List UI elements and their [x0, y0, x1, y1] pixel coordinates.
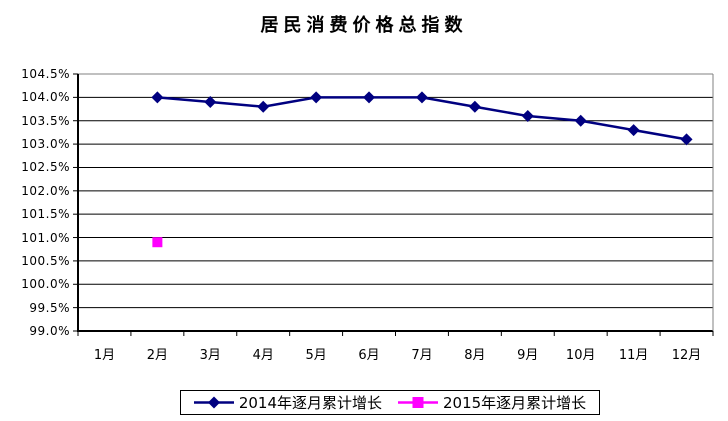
y-tick-label: 99.5% [29, 300, 70, 315]
series-line-2014年逐月累计增长 [157, 96, 687, 141]
x-tick-label: 2月 [146, 348, 169, 363]
data-point-2014年逐月累计增长-2月 [151, 91, 164, 104]
data-point-2014年逐月累计增长-5月 [310, 91, 323, 104]
y-tick-label: 99.0% [29, 324, 70, 338]
legend-marker-shape [207, 396, 220, 409]
legend-item-2015: 2015年逐月累计增长 [398, 392, 586, 413]
x-tick-label: 10月 [565, 348, 596, 363]
x-tick-label: 3月 [199, 348, 221, 363]
x-tick-label: 12月 [671, 348, 702, 363]
legend-marker-2015-square-icon [398, 397, 438, 408]
legend: 2014年逐月累计增长 2015年逐月累计增长 [180, 390, 600, 415]
legend-label-2015: 2015年逐月累计增长 [443, 394, 587, 412]
legend-label-2014: 2014年逐月累计增长 [238, 394, 382, 412]
data-point-2015年逐月累计增长-2月 [152, 237, 163, 248]
y-tick-label: 101.0% [21, 230, 70, 245]
y-tick-label: 101.5% [21, 207, 70, 222]
y-tick-label: 102.0% [21, 183, 70, 198]
legend-item-2014: 2014年逐月累计增长 [193, 392, 382, 413]
x-tick-label: 7月 [411, 348, 433, 363]
y-tick-label: 100.0% [21, 277, 70, 292]
x-tick-label: 6月 [358, 348, 380, 363]
y-tick-label: 103.5% [21, 113, 70, 128]
y-tick-label: 102.5% [21, 160, 70, 175]
y-tick-label: 100.5% [21, 253, 70, 268]
y-tick-label: 103.0% [21, 137, 70, 152]
legend-marker-shape [412, 397, 424, 408]
x-tick-label: 11月 [618, 348, 649, 363]
y-tick-label: 104.0% [21, 90, 70, 105]
x-tick-label: 5月 [305, 348, 327, 363]
data-point-2014年逐月累计增长-12月 [680, 133, 693, 146]
chart-title: 居民消费价格总指数 [260, 15, 468, 36]
data-point-2014年逐月累计增长-7月 [415, 91, 428, 104]
x-tick-label: 9月 [517, 348, 539, 363]
x-tick-label: 8月 [464, 348, 486, 363]
legend-marker-2014-diamond-icon [193, 396, 234, 409]
data-point-2014年逐月累计增长-11月 [627, 124, 640, 137]
data-point-2014年逐月累计增长-6月 [363, 91, 376, 104]
data-point-2014年逐月累计增长-3月 [204, 96, 217, 109]
data-point-2014年逐月累计增长-4月 [257, 100, 270, 113]
x-tick-label: 4月 [252, 348, 274, 363]
data-point-2014年逐月累计增长-10月 [574, 114, 587, 127]
data-point-2014年逐月累计增长-8月 [468, 100, 481, 113]
x-tick-label: 1月 [93, 348, 116, 363]
data-point-2014年逐月累计增长-9月 [521, 110, 534, 123]
y-tick-label: 104.5% [21, 67, 70, 81]
